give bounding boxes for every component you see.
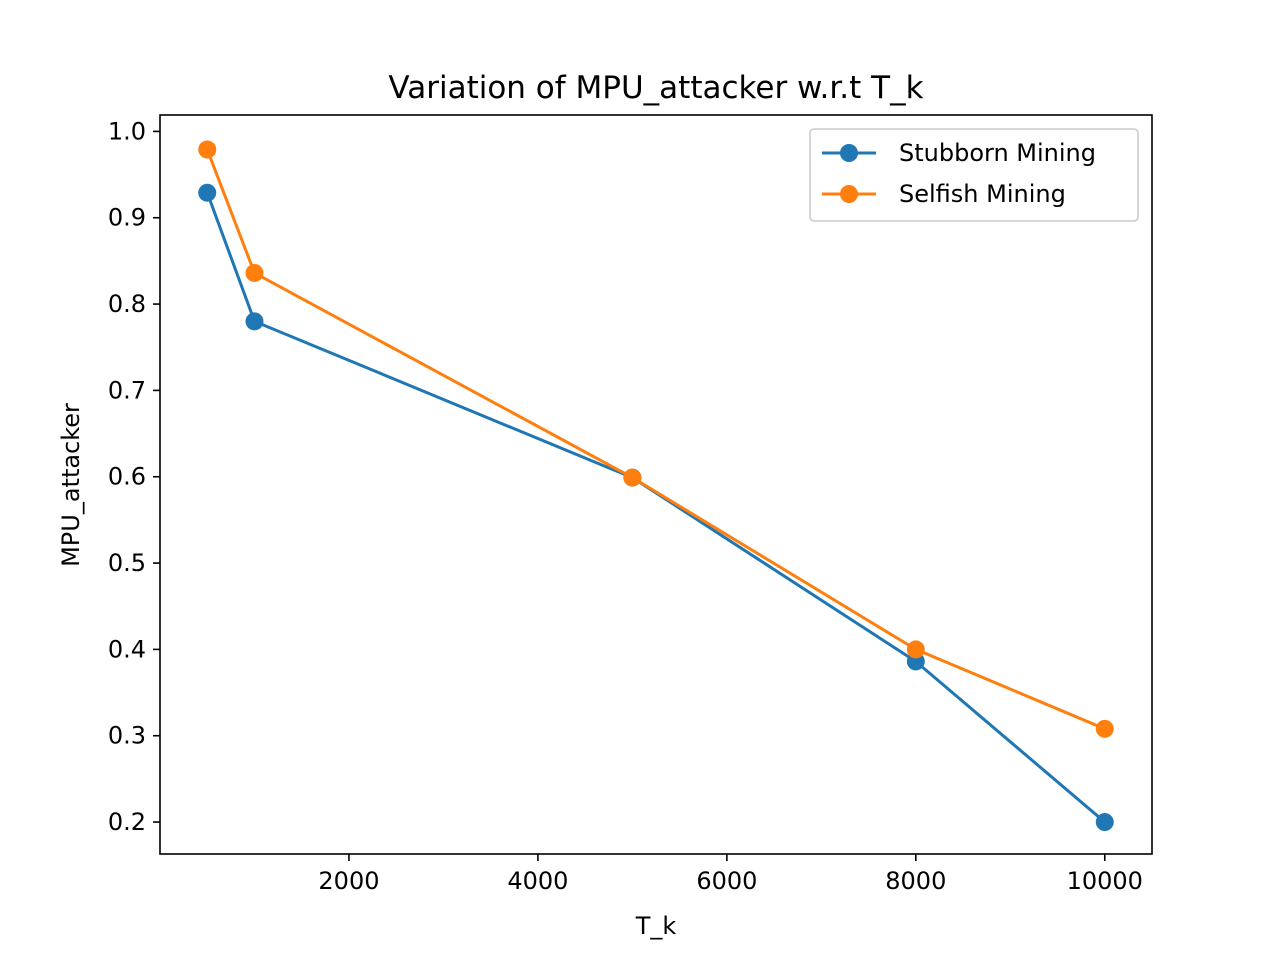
- chart-title: Variation of MPU_attacker w.r.t T_k: [388, 70, 923, 106]
- y-tick-label: 0.6: [108, 463, 146, 491]
- x-tick-label: 2000: [318, 867, 379, 895]
- y-tick-label: 0.4: [108, 635, 146, 663]
- data-point-stubborn-mining: [1095, 813, 1114, 832]
- y-axis-label: MPU_attacker: [57, 403, 85, 567]
- y-tick-label: 0.8: [108, 290, 146, 318]
- x-tick-label: 4000: [507, 867, 568, 895]
- data-point-stubborn-mining: [198, 183, 217, 202]
- y-tick-label: 0.7: [108, 376, 146, 404]
- y-tick-label: 0.5: [108, 549, 146, 577]
- series-layer: [198, 140, 1114, 832]
- y-tick-label: 0.9: [108, 204, 146, 232]
- ticks-layer: 2000 4000 6000 8000 10000 0.2 0.3 0.4 0.5 0.6 0.7 0…: [108, 117, 1143, 895]
- legend-marker-stubborn-mining: [840, 144, 858, 162]
- data-point-selfish-mining: [623, 468, 642, 487]
- legend-frame: [809, 128, 1139, 222]
- y-tick-label: 0.3: [108, 722, 146, 750]
- data-point-selfish-mining: [245, 263, 264, 282]
- x-tick-label: 10000: [1067, 867, 1143, 895]
- legend-label-stubborn-mining: Stubborn Mining: [899, 139, 1096, 167]
- y-tick-label: 1.0: [108, 117, 146, 145]
- plot-area: [160, 115, 1152, 854]
- axes-background: [160, 115, 1152, 854]
- legend-label-selfish-mining: Selfish Mining: [899, 180, 1066, 208]
- data-point-stubborn-mining: [245, 312, 264, 331]
- x-tick-label: 6000: [696, 867, 757, 895]
- x-axis-label: T_k: [635, 912, 677, 940]
- data-point-selfish-mining: [198, 140, 217, 159]
- legend-marker-selfish-mining: [840, 185, 858, 203]
- y-tick-label: 0.2: [108, 808, 146, 836]
- data-point-selfish-mining: [1095, 719, 1114, 738]
- data-point-selfish-mining: [906, 640, 925, 659]
- legend: Stubborn Mining Selfish Mining: [809, 128, 1139, 222]
- axes-frame: [159, 114, 1153, 855]
- x-tick-label: 8000: [885, 867, 946, 895]
